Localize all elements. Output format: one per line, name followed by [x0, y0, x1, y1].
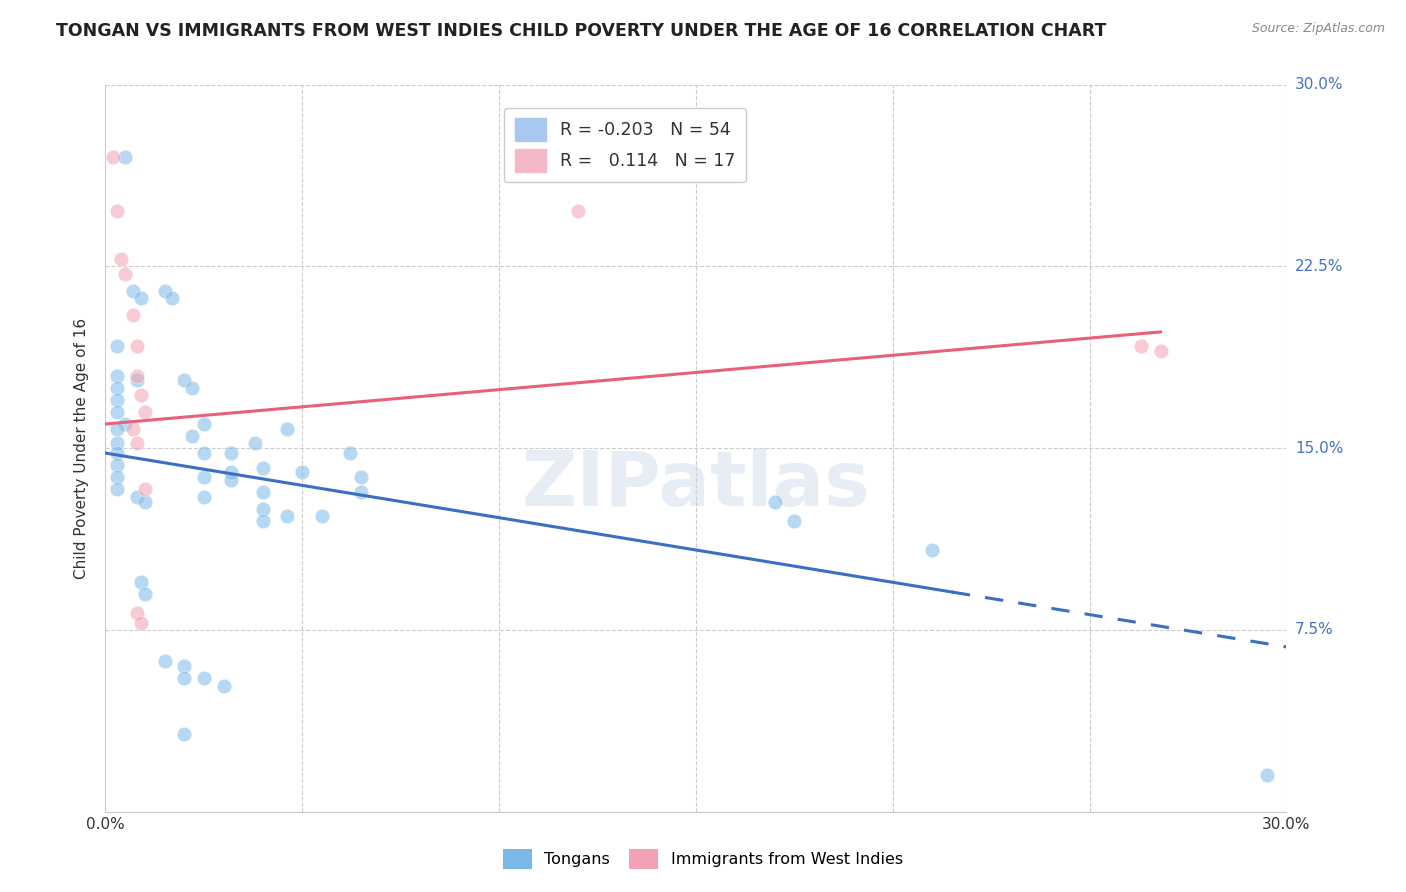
Point: [114, 150, 136, 164]
Point: [173, 659, 195, 673]
Point: [125, 339, 148, 353]
Point: [276, 509, 298, 524]
Point: [105, 392, 128, 407]
Point: [134, 483, 156, 497]
Point: [291, 466, 314, 480]
Point: [105, 470, 128, 484]
Point: [105, 405, 128, 419]
Point: [193, 490, 215, 504]
Point: [125, 490, 148, 504]
Point: [276, 422, 298, 436]
Point: [1129, 339, 1152, 353]
Point: [105, 368, 128, 383]
Point: [103, 150, 125, 164]
Point: [783, 514, 806, 528]
Legend: Tongans, Immigrants from West Indies: Tongans, Immigrants from West Indies: [496, 843, 910, 875]
Point: [173, 727, 195, 741]
Point: [173, 373, 195, 387]
Text: Source: ZipAtlas.com: Source: ZipAtlas.com: [1251, 22, 1385, 36]
Point: [193, 417, 215, 431]
Point: [110, 252, 132, 267]
Point: [105, 446, 128, 460]
Point: [567, 203, 589, 218]
Point: [105, 458, 128, 473]
Point: [105, 381, 128, 395]
Text: 22.5%: 22.5%: [1295, 259, 1343, 274]
Point: [193, 470, 215, 484]
Point: [122, 284, 145, 298]
Point: [181, 429, 204, 443]
Point: [114, 417, 136, 431]
Point: [105, 339, 128, 353]
Point: [221, 446, 243, 460]
Point: [181, 381, 204, 395]
Legend: R = -0.203   N = 54, R =   0.114   N = 17: R = -0.203 N = 54, R = 0.114 N = 17: [505, 108, 745, 182]
Point: [129, 574, 152, 589]
Point: [1256, 768, 1278, 782]
Point: [350, 484, 373, 499]
Point: [105, 483, 128, 497]
Point: [162, 291, 184, 305]
Point: [221, 466, 243, 480]
Point: [125, 436, 148, 450]
Point: [153, 284, 176, 298]
Point: [350, 470, 373, 484]
Point: [153, 655, 176, 669]
Point: [125, 373, 148, 387]
Point: [129, 388, 152, 402]
Point: [129, 615, 152, 630]
Point: [129, 291, 152, 305]
Point: [339, 446, 361, 460]
Point: [105, 436, 128, 450]
Point: [134, 405, 156, 419]
Point: [125, 368, 148, 383]
Point: [114, 267, 136, 281]
Point: [252, 514, 274, 528]
Point: [243, 436, 266, 450]
Point: [212, 679, 235, 693]
Text: 15.0%: 15.0%: [1295, 441, 1343, 456]
Point: [193, 672, 215, 686]
Point: [122, 422, 145, 436]
Point: [252, 501, 274, 516]
Point: [921, 543, 943, 558]
Point: [105, 422, 128, 436]
Text: 7.5%: 7.5%: [1295, 623, 1333, 638]
Point: [105, 203, 128, 218]
Point: [1149, 344, 1171, 359]
Point: [122, 308, 145, 322]
Point: [221, 473, 243, 487]
Point: [125, 606, 148, 620]
Point: [134, 587, 156, 601]
Text: TONGAN VS IMMIGRANTS FROM WEST INDIES CHILD POVERTY UNDER THE AGE OF 16 CORRELAT: TONGAN VS IMMIGRANTS FROM WEST INDIES CH…: [56, 22, 1107, 40]
Point: [763, 494, 786, 508]
Point: [311, 509, 333, 524]
Text: 30.0%: 30.0%: [1295, 78, 1343, 92]
Point: [193, 446, 215, 460]
Y-axis label: Child Poverty Under the Age of 16: Child Poverty Under the Age of 16: [75, 318, 90, 579]
Point: [252, 484, 274, 499]
Point: [134, 494, 156, 508]
Point: [252, 460, 274, 475]
Point: [173, 672, 195, 686]
Text: ZIPatlas: ZIPatlas: [522, 448, 870, 522]
